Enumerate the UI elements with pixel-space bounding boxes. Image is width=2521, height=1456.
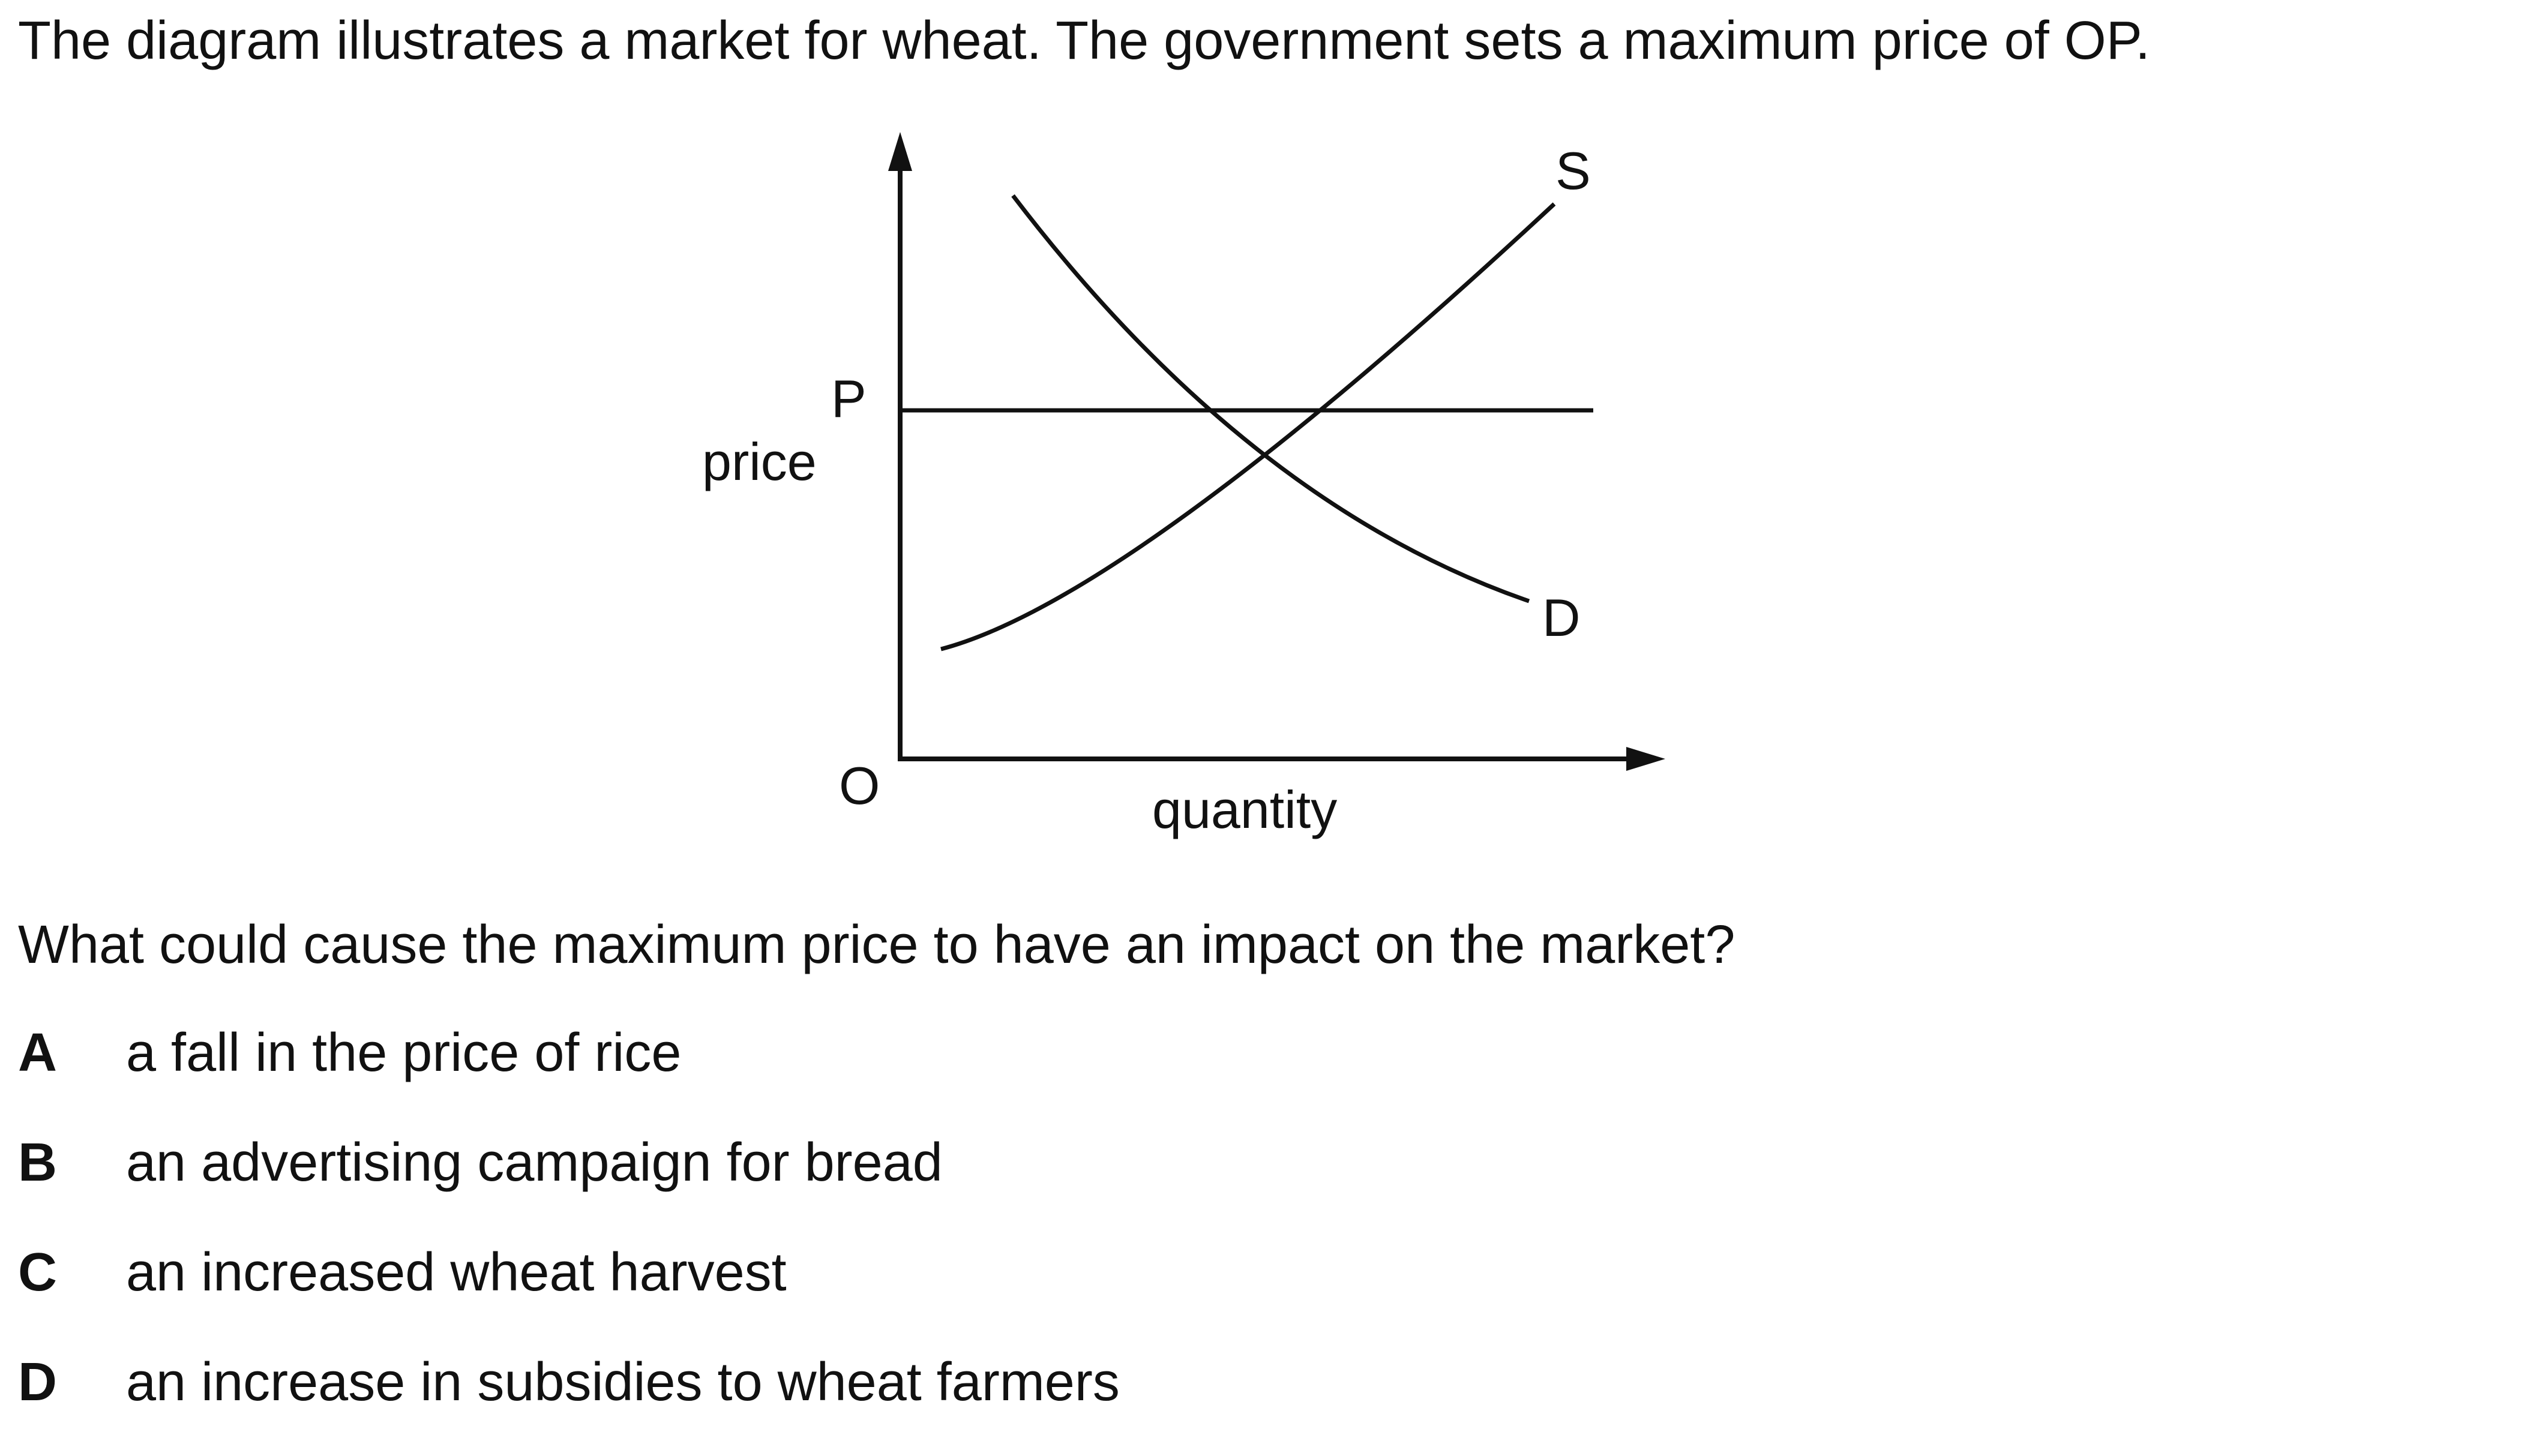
- option-text: a fall in the price of rice: [126, 1023, 682, 1083]
- option-letter: B: [18, 1133, 57, 1193]
- option-letter: D: [18, 1352, 57, 1412]
- price-level-label: P: [831, 369, 867, 428]
- supply-curve-label: S: [1555, 141, 1591, 200]
- origin-label: O: [839, 756, 880, 815]
- option-text: an increased wheat harvest: [126, 1242, 787, 1302]
- supply-curve: [940, 202, 1556, 652]
- question-text: What could cause the maximum price to ha…: [18, 915, 1735, 975]
- option-letter: A: [18, 1023, 57, 1083]
- demand-curve-label: D: [1542, 588, 1581, 647]
- option-text: an increase in subsidies to wheat farmer…: [126, 1352, 1120, 1412]
- price-axis-arrow: [888, 132, 912, 171]
- question-intro: The diagram illustrates a market for whe…: [18, 11, 2151, 71]
- demand-curve: [1011, 194, 1530, 604]
- x-axis-label: quantity: [1152, 780, 1337, 839]
- quantity-axis-arrow: [1626, 747, 1665, 771]
- supply-demand-diagram: P price O quantity S D: [648, 120, 1704, 858]
- y-axis-label: price: [702, 432, 817, 491]
- option-letter: C: [18, 1242, 57, 1302]
- option-text: an advertising campaign for bread: [126, 1133, 943, 1193]
- diagram-canvas: P price O quantity S D: [702, 132, 1665, 839]
